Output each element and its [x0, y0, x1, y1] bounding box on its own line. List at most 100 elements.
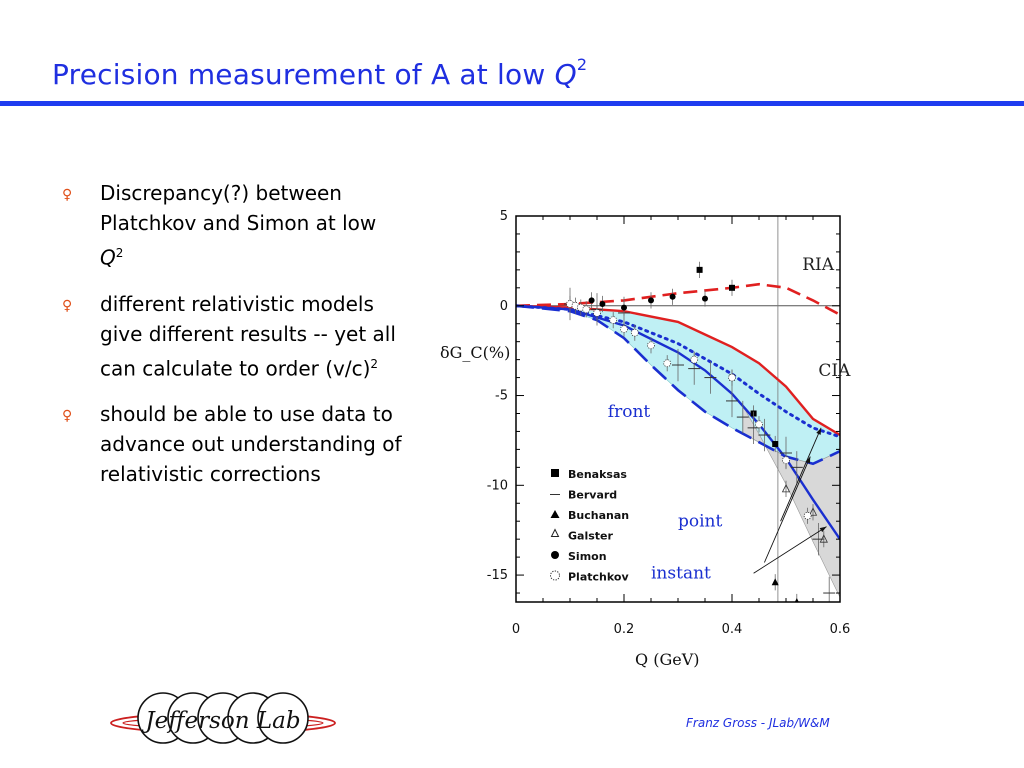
annotation-arrow — [780, 427, 822, 522]
marker-open-triangle — [808, 507, 818, 516]
legend-entry: Platchkov — [550, 570, 629, 584]
data-point-benaksas — [729, 279, 735, 296]
marker-open-triangle — [819, 534, 828, 543]
data-point-benaksas — [696, 261, 703, 278]
annotation-ria: RIA — [802, 255, 835, 275]
marker-open-circle — [782, 456, 790, 465]
curve-annotations: RIA CIA front point instant — [608, 255, 851, 584]
data-point-simon — [702, 290, 708, 307]
legend-marker — [551, 551, 559, 559]
annotation-arrow — [763, 456, 811, 563]
bullet-sup: 2 — [370, 356, 379, 371]
bullet-text: Discrepancy(?) between Platchkov and Sim… — [100, 181, 377, 235]
bullet-item: ♀ Discrepancy(?) between Platchkov and Si… — [62, 178, 402, 273]
marker-circle — [621, 304, 627, 311]
bullet-list: ♀ Discrepancy(?) between Platchkov and Si… — [62, 178, 402, 505]
data-point-bervard — [758, 418, 771, 452]
legend-entry: Buchanan — [550, 509, 629, 522]
annotation-arrowhead — [816, 427, 822, 435]
data-point-buchanan — [794, 593, 799, 602]
curve-front — [516, 304, 840, 466]
data-point-platchkov — [755, 416, 763, 433]
marker-open-circle — [803, 511, 812, 520]
legend-marker — [551, 469, 559, 477]
x-tick-label: 0.6 — [830, 622, 851, 637]
data-point-bervard — [747, 411, 760, 445]
deuteron-charge-form-factor-chart: 0 0.2 0.4 0.6 5 0 -5 -10 -15 δG_C(%) Q (GeV) RIA… — [440, 209, 851, 669]
legend-label: Bervard — [568, 489, 617, 502]
data-point-galster — [808, 504, 818, 521]
data-point-simon — [599, 295, 606, 313]
bullet-item: ♀ should be able to use data to advance o… — [62, 399, 402, 489]
data-point-platchkov — [593, 304, 601, 322]
logo-text: Jefferson Lab — [141, 708, 300, 734]
data-point-simon — [669, 288, 676, 305]
data-point-platchkov — [647, 337, 655, 354]
data-point-platchkov — [728, 369, 736, 386]
data-point-simon — [621, 299, 627, 316]
title-divider — [0, 101, 1024, 106]
marker-triangle — [771, 578, 779, 586]
marker-circle — [669, 293, 676, 300]
tick-labels: 0 0.2 0.4 0.6 5 0 -5 -10 -15 — [487, 209, 851, 637]
data-point-platchkov — [609, 312, 618, 329]
data-point-platchkov — [620, 321, 628, 338]
data-point-platchkov — [803, 507, 812, 524]
bullet-icon: ♀ — [62, 187, 73, 203]
marker-circle — [599, 300, 606, 307]
marker-open-circle — [609, 316, 618, 325]
x-tick-label: 0.2 — [614, 622, 635, 637]
y-tick-label: -5 — [495, 389, 508, 404]
legend-entry: Galster — [550, 528, 613, 543]
bullet-item: ♀ different relativistic models give diff… — [62, 289, 402, 384]
data-point-simon — [648, 292, 654, 309]
marker-circle — [702, 295, 708, 302]
x-axis-label: Q (GeV) — [635, 650, 700, 669]
data-point-galster — [819, 531, 828, 548]
data-point-platchkov — [663, 355, 672, 372]
bullet-text: different relativistic models give diffe… — [100, 291, 396, 381]
y-tick-label: 0 — [500, 299, 508, 314]
bullet-sup: 2 — [115, 246, 124, 260]
theory-bands — [569, 307, 840, 598]
data-point-simon — [588, 292, 595, 309]
data-point-platchkov — [582, 301, 591, 318]
axis-ticks — [515, 215, 841, 602]
legend-marker — [550, 528, 560, 537]
title-q: Q — [554, 58, 577, 91]
title-text: Precision measurement of A at low — [52, 58, 555, 91]
data-point-platchkov — [690, 351, 699, 368]
legend-label: Platchkov — [568, 571, 629, 584]
legend-entry: Bervard — [550, 489, 617, 502]
data-point-bervard — [823, 576, 836, 602]
bullet-icon: ♀ — [62, 297, 73, 314]
x-tick-label: 0 — [512, 622, 520, 637]
legend-label: Buchanan — [568, 509, 629, 522]
marker-open-circle — [582, 305, 591, 314]
data-point-platchkov — [782, 452, 790, 469]
legend-label: Simon — [568, 550, 607, 563]
bullet-italic: Q — [100, 245, 116, 270]
slide-title: Precision measurement of A at low Q2 — [52, 55, 587, 91]
legend-label: Galster — [568, 530, 613, 543]
data-point-buchanan — [771, 574, 779, 591]
data-point-benaksas — [772, 435, 779, 453]
footer-credit: Franz Gross - JLab/W&M — [686, 716, 830, 730]
data-point-bervard — [726, 384, 738, 418]
marker-square — [772, 441, 779, 448]
marker-open-circle — [663, 359, 672, 368]
data-point-galster — [781, 480, 791, 497]
jefferson-lab-logo: Jefferson Lab — [110, 692, 336, 744]
grey-uncertainty-band — [742, 404, 840, 598]
cyan-uncertainty-band — [569, 307, 840, 465]
marker-square — [696, 266, 703, 273]
annotation-front: front — [608, 402, 651, 422]
y-tick-label: -15 — [487, 568, 508, 583]
marker-open-circle — [593, 309, 601, 317]
marker-open-circle — [630, 328, 639, 337]
data-point-bervard — [812, 522, 825, 556]
bullet-text: should be able to use data to advance ou… — [100, 402, 402, 487]
marker-circle — [588, 297, 595, 304]
marker-triangle — [794, 598, 799, 602]
legend-entry: Simon — [551, 550, 607, 563]
